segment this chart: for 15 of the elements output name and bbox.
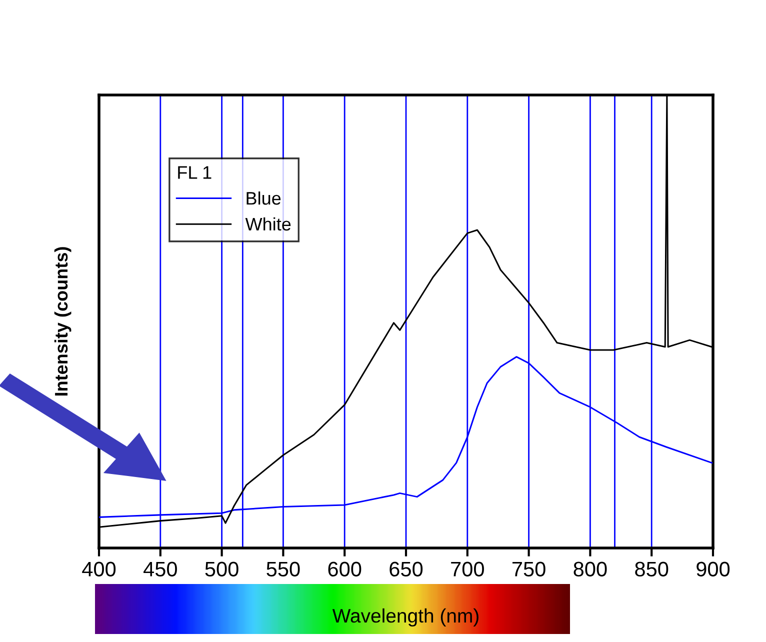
legend-label: White	[245, 217, 291, 231]
x-tick-label: 650	[390, 562, 423, 576]
x-tick-label: 450	[144, 562, 177, 576]
x-tick-label: 900	[696, 562, 730, 576]
x-tick-label: 800	[574, 562, 607, 576]
y-axis-title: Intensity (counts)	[54, 247, 72, 396]
legend-title: FL 1	[178, 166, 212, 179]
x-tick-label: 400	[82, 562, 116, 576]
x-tick-label: 600	[328, 562, 362, 576]
legend-label: Blue	[246, 191, 281, 205]
x-tick-label: 850	[635, 562, 668, 576]
x-tick-label: 500	[205, 562, 238, 576]
x-tick-label: 550	[266, 562, 300, 576]
x-tick-label: 700	[451, 562, 484, 576]
x-tick-label: 750	[512, 562, 546, 576]
